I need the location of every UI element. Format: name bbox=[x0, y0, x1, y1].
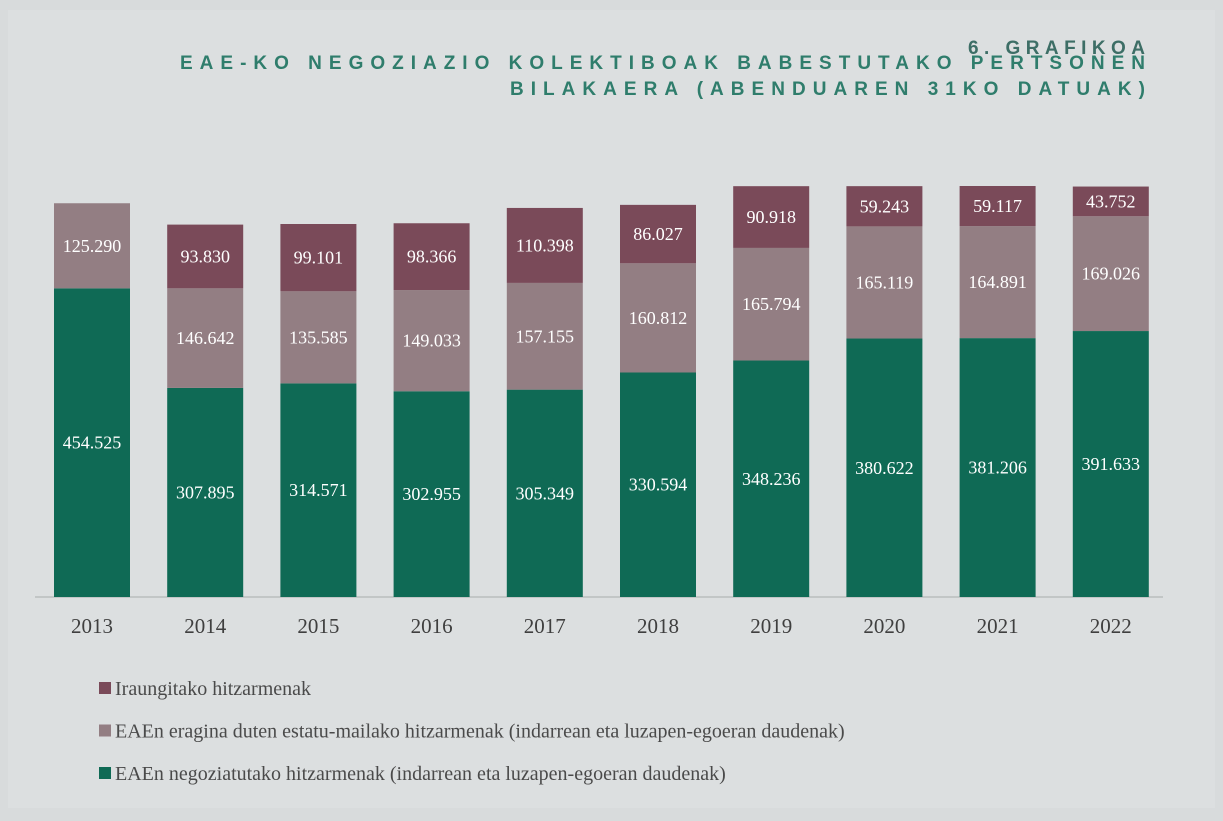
x-tick-label: 2014 bbox=[184, 614, 227, 638]
legend-label: EAEn eragina duten estatu-mailako hitzar… bbox=[115, 721, 845, 743]
x-tick-label: 2021 bbox=[977, 614, 1019, 638]
bar-segment bbox=[1072, 216, 1149, 332]
bar-segment bbox=[54, 288, 130, 597]
x-tick-label: 2022 bbox=[1090, 614, 1132, 638]
value-label: 165.794 bbox=[742, 294, 801, 314]
x-tick-label: 2020 bbox=[863, 614, 905, 638]
bar-segment bbox=[959, 186, 1036, 227]
value-label: 381.206 bbox=[968, 458, 1027, 478]
x-tick-label: 2013 bbox=[71, 614, 113, 638]
x-tick-label: 2015 bbox=[297, 614, 339, 638]
bar-segment bbox=[733, 360, 810, 597]
bar-segment bbox=[1072, 186, 1149, 217]
legend-swatch bbox=[99, 724, 111, 737]
value-label: 90.918 bbox=[746, 207, 796, 227]
value-label: 330.594 bbox=[629, 475, 688, 495]
value-label: 59.117 bbox=[973, 196, 1022, 216]
bar-segment bbox=[167, 387, 244, 597]
x-tick-label: 2017 bbox=[524, 614, 566, 638]
value-label: 160.812 bbox=[629, 308, 688, 328]
bar-segment bbox=[620, 263, 696, 373]
bar-segment bbox=[393, 290, 470, 392]
bar-segment bbox=[959, 338, 1036, 597]
bar-segment bbox=[393, 223, 470, 291]
value-label: 93.830 bbox=[180, 246, 230, 266]
value-label: 305.349 bbox=[516, 483, 575, 503]
bar-segment bbox=[846, 338, 923, 597]
bar-segment bbox=[846, 226, 923, 339]
chart-heading: 6. GRAFIKOA bbox=[968, 38, 1145, 59]
bar-segment bbox=[54, 203, 130, 289]
bar-segment bbox=[167, 288, 244, 388]
bar-segment bbox=[167, 224, 244, 289]
value-label: 165.119 bbox=[855, 272, 913, 292]
bar-segment bbox=[620, 204, 696, 264]
legend-label: EAEn negoziatutako hitzarmenak (indarrea… bbox=[115, 763, 726, 785]
value-label: 314.571 bbox=[289, 480, 348, 500]
value-label: 391.633 bbox=[1082, 454, 1141, 474]
value-label: 135.585 bbox=[289, 327, 348, 347]
value-label: 146.642 bbox=[176, 328, 235, 348]
bar-segment bbox=[280, 383, 357, 597]
bar-segment bbox=[506, 282, 583, 390]
value-label: 125.290 bbox=[63, 236, 122, 256]
value-label: 157.155 bbox=[516, 326, 575, 346]
x-tick-label: 2019 bbox=[750, 614, 792, 638]
value-label: 169.026 bbox=[1082, 264, 1141, 284]
bar-segment bbox=[733, 247, 810, 361]
legend-label: Iraungitako hitzarmenak bbox=[115, 678, 311, 700]
bar-segment bbox=[1072, 331, 1149, 597]
x-tick-label: 2018 bbox=[637, 614, 679, 638]
value-label: 149.033 bbox=[402, 331, 461, 351]
value-label: 59.243 bbox=[860, 196, 910, 216]
value-label: 164.891 bbox=[968, 272, 1027, 292]
value-label: 302.955 bbox=[402, 484, 461, 504]
value-label: 43.752 bbox=[1086, 191, 1136, 211]
x-tick-label: 2016 bbox=[411, 614, 453, 638]
value-label: 454.525 bbox=[63, 433, 122, 453]
bar-segment bbox=[846, 186, 923, 227]
legend-swatch bbox=[99, 682, 111, 694]
legend-swatch bbox=[99, 767, 111, 779]
value-label: 110.398 bbox=[516, 235, 574, 255]
value-label: 380.622 bbox=[855, 458, 914, 478]
value-label: 307.895 bbox=[176, 482, 235, 502]
value-label: 98.366 bbox=[407, 247, 457, 267]
value-label: 86.027 bbox=[633, 224, 683, 244]
bar-segment bbox=[280, 224, 357, 292]
bar-segment bbox=[393, 391, 470, 597]
bar-segment bbox=[280, 291, 357, 384]
bar-segment bbox=[620, 372, 696, 597]
value-label: 99.101 bbox=[294, 248, 344, 268]
bar-segment bbox=[733, 186, 810, 248]
bar-segment bbox=[506, 207, 583, 283]
bar-segment bbox=[506, 389, 583, 597]
value-label: 348.236 bbox=[742, 469, 801, 489]
bar-segment bbox=[959, 226, 1036, 339]
